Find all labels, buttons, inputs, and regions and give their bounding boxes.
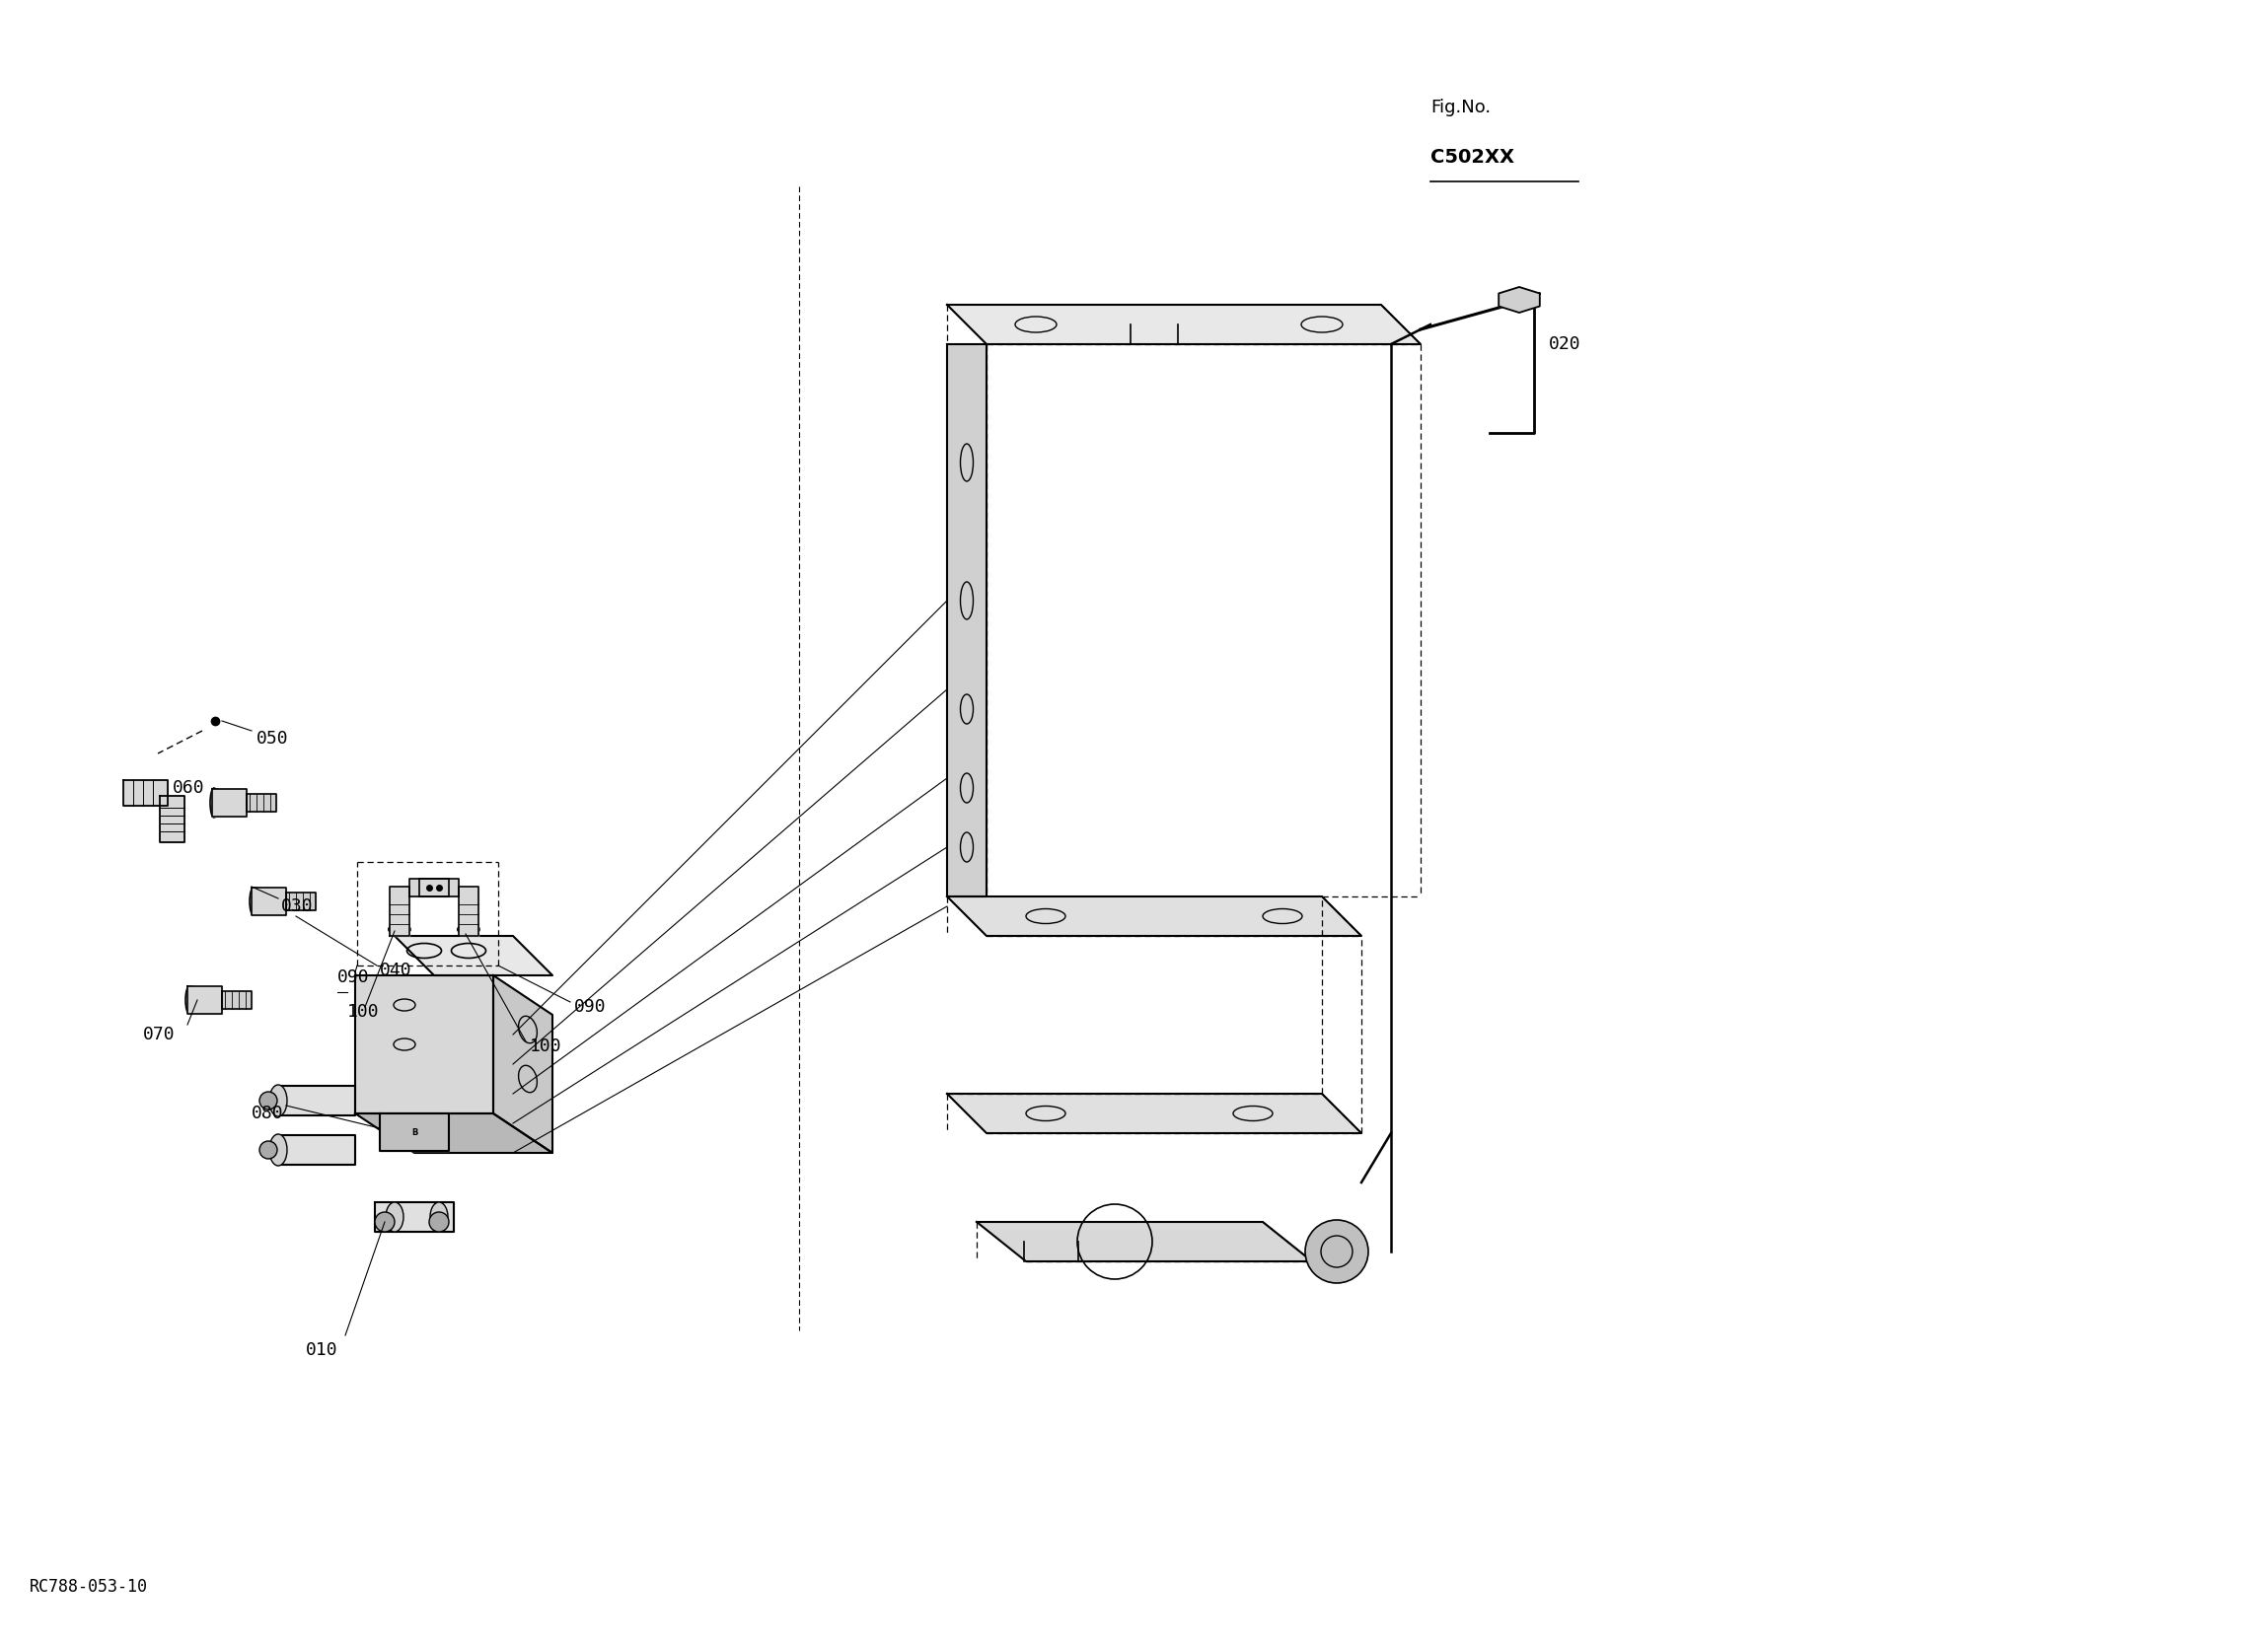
Text: RC788-053-10: RC788-053-10	[29, 1579, 147, 1595]
Polygon shape	[286, 892, 315, 910]
Ellipse shape	[431, 1202, 447, 1231]
Polygon shape	[395, 937, 553, 976]
Polygon shape	[390, 887, 411, 937]
Polygon shape	[948, 1093, 1361, 1132]
Text: 100: 100	[347, 1002, 379, 1021]
Text: 090: 090	[574, 997, 606, 1016]
Polygon shape	[222, 991, 252, 1009]
Polygon shape	[374, 1202, 454, 1231]
Polygon shape	[356, 1113, 553, 1152]
Polygon shape	[948, 897, 1361, 937]
Ellipse shape	[270, 1085, 288, 1116]
Polygon shape	[247, 793, 277, 811]
Text: 060: 060	[172, 779, 204, 797]
Polygon shape	[356, 976, 492, 1113]
Text: 040: 040	[379, 961, 413, 979]
Polygon shape	[379, 1113, 449, 1151]
Text: 070: 070	[143, 1025, 175, 1044]
Text: 030: 030	[281, 897, 313, 915]
Ellipse shape	[386, 1202, 404, 1231]
Polygon shape	[252, 887, 286, 915]
Text: 020: 020	[1549, 336, 1581, 352]
Polygon shape	[420, 879, 458, 897]
Polygon shape	[159, 797, 184, 843]
Polygon shape	[213, 788, 247, 816]
Polygon shape	[492, 976, 553, 1152]
Polygon shape	[978, 1221, 1313, 1261]
Circle shape	[1304, 1220, 1368, 1284]
Polygon shape	[1499, 286, 1540, 313]
Polygon shape	[948, 305, 1420, 344]
Polygon shape	[458, 887, 479, 937]
Polygon shape	[277, 1136, 356, 1165]
Polygon shape	[948, 344, 987, 897]
Text: Fig.No.: Fig.No.	[1431, 99, 1490, 117]
Text: 050: 050	[256, 729, 288, 747]
Circle shape	[374, 1211, 395, 1231]
Text: 090: 090	[338, 968, 370, 986]
Polygon shape	[188, 986, 222, 1014]
Circle shape	[429, 1211, 449, 1231]
Circle shape	[259, 1091, 277, 1109]
Polygon shape	[122, 780, 168, 807]
Text: 100: 100	[531, 1037, 562, 1055]
Text: C502XX: C502XX	[1431, 148, 1515, 166]
Polygon shape	[277, 1086, 356, 1116]
Ellipse shape	[270, 1134, 288, 1165]
Polygon shape	[411, 879, 449, 897]
Text: B: B	[411, 1128, 417, 1137]
Text: 080: 080	[252, 1104, 284, 1123]
Circle shape	[259, 1141, 277, 1159]
Text: 010: 010	[306, 1341, 338, 1360]
